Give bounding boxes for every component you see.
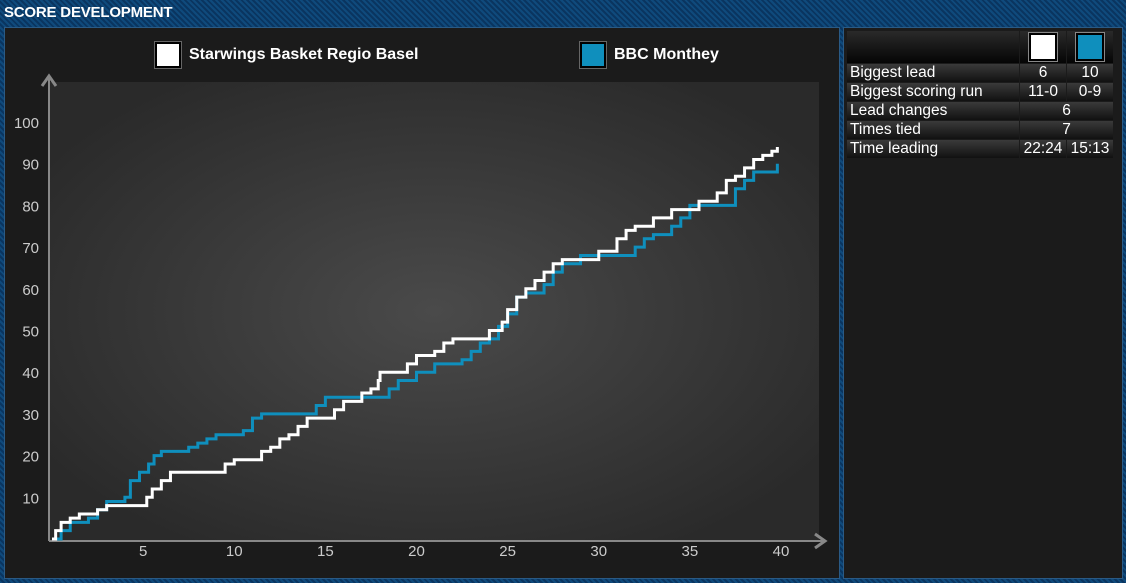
stat-away-value: 10 [1067, 64, 1113, 82]
stats-header-row [847, 31, 1113, 63]
x-tick-label: 40 [773, 543, 790, 560]
stats-row-lead-changes: Lead changes 6 [847, 102, 1113, 120]
y-tick-label: 80 [22, 198, 39, 215]
stat-label: Lead changes [847, 102, 1019, 120]
x-tick-label: 15 [317, 543, 334, 560]
y-tick-label: 40 [22, 365, 39, 382]
stats-away-swatch [1076, 33, 1104, 61]
y-tick-label: 10 [22, 490, 39, 507]
y-tick-label: 30 [22, 407, 39, 424]
legend-away-label: BBC Monthey [614, 46, 719, 63]
y-tick-label: 60 [22, 282, 39, 299]
legend-home: Starwings Basket Regio Basel [155, 42, 418, 68]
stat-value: 7 [1020, 121, 1113, 139]
stats-home-swatch [1029, 33, 1057, 61]
stat-label: Biggest lead [847, 64, 1019, 82]
legend-away: BBC Monthey [580, 42, 719, 68]
legend-home-swatch [155, 42, 181, 68]
plot-area [49, 82, 819, 540]
stat-away-value: 15:13 [1067, 140, 1113, 158]
page-title: SCORE DEVELOPMENT [4, 4, 173, 21]
legend-away-swatch [580, 42, 606, 68]
stat-home-value: 22:24 [1020, 140, 1066, 158]
x-tick-label: 10 [226, 543, 243, 560]
title-bar: SCORE DEVELOPMENT [0, 0, 1126, 26]
series-line-away [52, 163, 779, 541]
y-tick-label: 100 [14, 115, 39, 132]
stat-away-value: 0-9 [1067, 83, 1113, 101]
x-tick-label: 5 [139, 543, 147, 560]
stats-row-biggest-lead: Biggest lead 6 10 [847, 64, 1113, 82]
chart-panel: Starwings Basket Regio Basel BBC Monthey… [4, 27, 840, 579]
x-axis-arrow [814, 532, 828, 550]
stat-home-value: 11-0 [1020, 83, 1066, 101]
x-tick-label: 30 [590, 543, 607, 560]
stat-value: 6 [1020, 102, 1113, 120]
stats-panel: Biggest lead 6 10 Biggest scoring run 11… [843, 27, 1123, 579]
y-tick-label: 90 [22, 157, 39, 174]
stats-row-scoring-run: Biggest scoring run 11-0 0-9 [847, 83, 1113, 101]
stat-label: Times tied [847, 121, 1019, 139]
legend-home-label: Starwings Basket Regio Basel [189, 46, 419, 63]
stat-home-value: 6 [1020, 64, 1066, 82]
stats-table: Biggest lead 6 10 Biggest scoring run 11… [846, 30, 1114, 159]
y-tick-label: 70 [22, 240, 39, 257]
y-tick-label: 50 [22, 324, 39, 341]
stat-label: Time leading [847, 140, 1019, 158]
series-line-home [52, 147, 779, 541]
score-chart: 10 20 30 40 50 60 70 80 90 100 5 10 15 20 25 30 35 40 [14, 73, 828, 560]
y-axis-arrow [40, 73, 58, 87]
stats-row-time-leading: Time leading 22:24 15:13 [847, 140, 1113, 158]
y-tick-label: 20 [22, 449, 39, 466]
stats-row-times-tied: Times tied 7 [847, 121, 1113, 139]
x-tick-label: 20 [408, 543, 425, 560]
stat-label: Biggest scoring run [847, 83, 1019, 101]
x-tick-label: 25 [499, 543, 516, 560]
x-tick-label: 35 [682, 543, 699, 560]
